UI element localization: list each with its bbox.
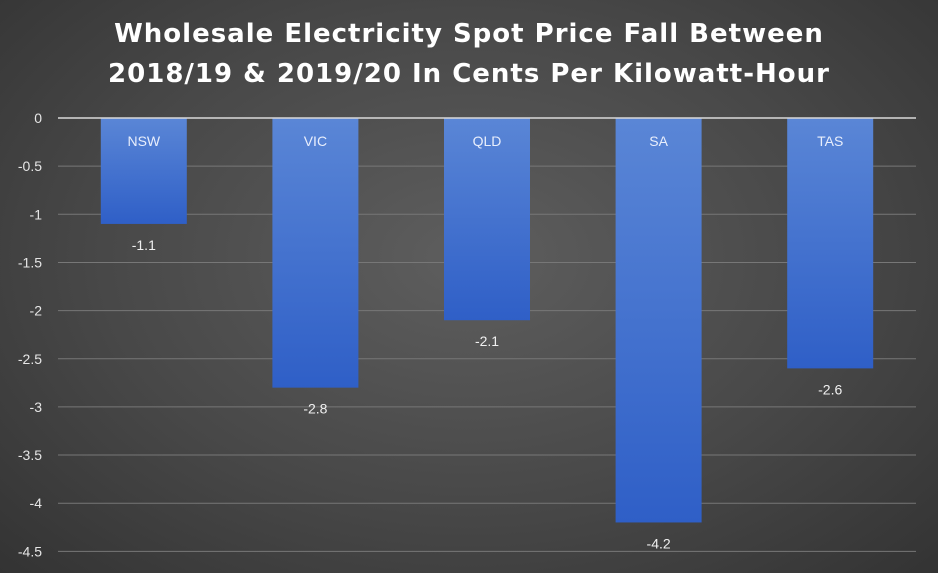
y-tick-label: 0: [34, 110, 42, 126]
y-tick-label: -3.5: [18, 447, 42, 463]
y-tick-label: -0.5: [18, 158, 42, 174]
y-tick-label: -2: [30, 303, 43, 319]
category-label: TAS: [817, 133, 843, 149]
data-label: -2.1: [475, 333, 499, 349]
chart-title: Wholesale Electricity Spot Price Fall Be…: [0, 14, 938, 94]
y-tick-label: -3: [30, 399, 43, 415]
data-label: -2.6: [818, 381, 842, 397]
y-tick-label: -1: [30, 206, 43, 222]
y-tick-label: -4.5: [18, 543, 42, 559]
data-label: -2.8: [303, 401, 327, 417]
category-label: QLD: [473, 133, 502, 149]
y-tick-label: -2.5: [18, 351, 42, 367]
bar-nsw: [100, 118, 187, 224]
bar-tas: [787, 118, 874, 369]
data-label: -1.1: [132, 237, 156, 253]
chart-title-line-2: 2018/19 & 2019/20 In Cents Per Kilowatt-…: [108, 59, 830, 89]
data-label: -4.2: [647, 535, 671, 551]
chart-title-line-1: Wholesale Electricity Spot Price Fall Be…: [114, 19, 824, 49]
bar-qld: [444, 118, 530, 321]
bar-vic: [272, 118, 359, 388]
category-label: NSW: [127, 133, 160, 149]
y-tick-label: -4: [30, 495, 43, 511]
category-label: VIC: [304, 133, 327, 149]
y-tick-label: -1.5: [18, 254, 42, 270]
bar-sa: [615, 118, 702, 523]
category-label: SA: [649, 133, 668, 149]
